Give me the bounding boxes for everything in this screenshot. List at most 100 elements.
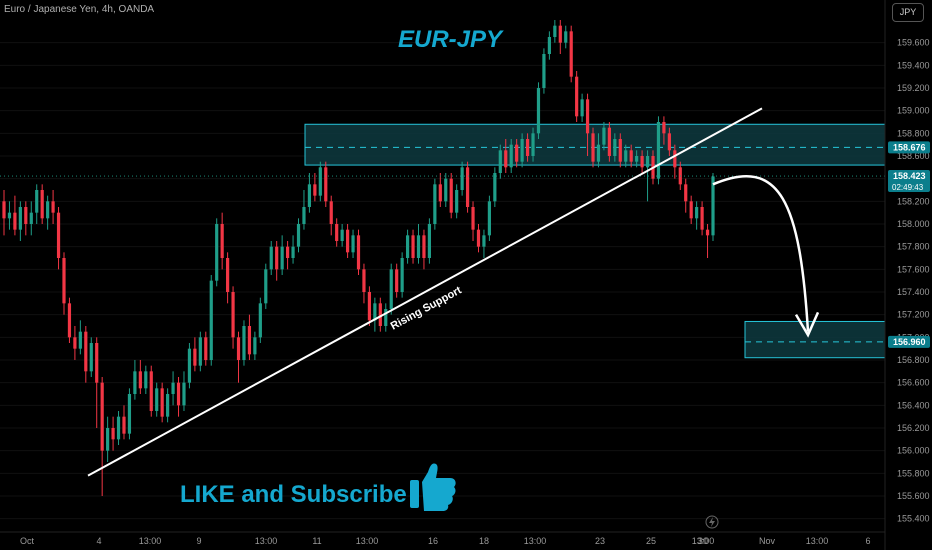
candle-body xyxy=(585,99,590,134)
candle-body xyxy=(302,207,306,224)
time-tick-label: 30 xyxy=(698,536,708,546)
candle-body xyxy=(711,176,715,236)
candle-body xyxy=(569,31,573,77)
candle-body xyxy=(89,343,93,372)
candle-body xyxy=(171,382,175,394)
candle-body xyxy=(209,280,213,360)
candles xyxy=(2,20,715,496)
candle-body xyxy=(231,292,235,338)
candle-body xyxy=(313,184,317,196)
candle-body xyxy=(100,382,104,451)
candle-body xyxy=(356,235,361,270)
price-tag-value: 156.960 xyxy=(893,337,926,347)
candle-body xyxy=(433,184,437,224)
price-tick-label: 159.000 xyxy=(897,106,930,116)
candle-body xyxy=(78,331,82,349)
candle-body xyxy=(29,212,33,224)
time-tick-label: 13:00 xyxy=(139,536,162,546)
price-tick-label: 156.800 xyxy=(897,355,930,365)
candle-body xyxy=(389,269,393,309)
candle-body xyxy=(324,167,328,202)
candle-body xyxy=(127,394,132,434)
time-tick-label: Nov xyxy=(759,536,776,546)
candle-body xyxy=(411,235,415,258)
time-tick-label: 13:00 xyxy=(524,536,547,546)
candle-body xyxy=(362,269,366,292)
candle-body xyxy=(226,258,230,292)
candle-body xyxy=(242,326,246,360)
chart-title: EUR-JPY xyxy=(398,26,504,53)
candle-body xyxy=(378,303,382,326)
candle-body xyxy=(51,201,55,213)
candle-body xyxy=(465,167,470,207)
candle-body xyxy=(247,326,252,355)
candle-body xyxy=(656,122,661,179)
candle-body xyxy=(640,156,644,168)
candle-body xyxy=(307,184,312,207)
candle-body xyxy=(215,224,219,281)
rising-support-trendline xyxy=(87,107,763,477)
thumbs-up-hand xyxy=(422,463,456,511)
candle-body xyxy=(275,246,279,270)
time-tick-label: 13:00 xyxy=(806,536,829,546)
candle-body xyxy=(18,207,22,230)
candle-body xyxy=(596,144,601,162)
price-tag-value: 158.423 xyxy=(893,171,926,181)
price-tick-label: 156.400 xyxy=(897,400,930,410)
candle-body xyxy=(520,139,524,162)
candle-body xyxy=(618,139,622,162)
candle-body xyxy=(525,139,530,156)
grid xyxy=(0,42,885,520)
time-axis: Oct 4 13:00 9 13:00 11 13:00 16 18 13:00 23 25 13:00… xyxy=(0,531,885,546)
candle-body xyxy=(335,224,339,241)
candle-body xyxy=(111,428,115,440)
candle-body xyxy=(460,167,464,190)
price-tag-countdown: 02:49:43 xyxy=(892,183,924,192)
candle-body xyxy=(455,190,459,213)
candle-body xyxy=(400,258,404,292)
price-tick-label: 159.200 xyxy=(897,83,930,93)
time-tick-label: 13:00 xyxy=(356,536,379,546)
thumbs-up-icon xyxy=(410,463,456,511)
time-tick-label: 18 xyxy=(479,536,489,546)
candle-body xyxy=(705,229,710,236)
candle-body xyxy=(95,343,99,383)
candle-body xyxy=(613,139,617,156)
candle-body xyxy=(471,207,475,230)
candle-body xyxy=(40,190,44,219)
candle-body xyxy=(269,246,273,270)
candle-body xyxy=(444,178,448,202)
time-tick-label: 25 xyxy=(646,536,656,546)
candle-body xyxy=(536,88,541,134)
candle-body xyxy=(498,150,502,173)
currency-button[interactable]: JPY xyxy=(892,3,924,22)
forecast-arrow xyxy=(712,174,810,332)
candle-body xyxy=(296,224,301,247)
candle-body xyxy=(67,303,72,338)
supply-demand-zone xyxy=(744,320,886,359)
candle-body xyxy=(476,229,481,247)
candle-body xyxy=(564,31,568,43)
candle-body xyxy=(182,382,186,406)
candle-body xyxy=(193,348,197,366)
time-tick-label: 13:00 xyxy=(692,536,715,546)
candle-body xyxy=(253,337,257,355)
candle-body xyxy=(673,150,677,168)
price-tick-label: 158.200 xyxy=(897,196,930,206)
candle-body xyxy=(318,167,322,196)
candle-body xyxy=(13,212,17,230)
candle-body xyxy=(291,246,295,258)
candle-body xyxy=(493,173,497,202)
candle-body xyxy=(122,416,126,434)
zones xyxy=(304,123,886,359)
price-tick-label: 159.600 xyxy=(897,38,930,48)
candle-body xyxy=(7,212,12,219)
candle-body xyxy=(684,184,688,202)
candle-body xyxy=(384,309,388,326)
time-tick-label: 23 xyxy=(595,536,605,546)
candle-body xyxy=(700,207,704,230)
candle-body xyxy=(176,382,181,406)
candle-body xyxy=(509,144,513,168)
price-tag-bg xyxy=(888,141,930,154)
candle-body xyxy=(591,133,595,162)
